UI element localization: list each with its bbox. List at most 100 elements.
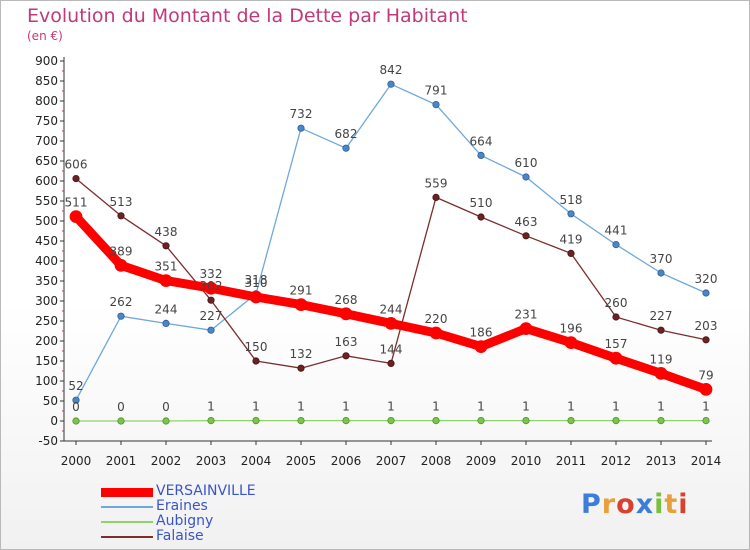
- data-label-falaise: 203: [695, 319, 718, 333]
- data-point-falaise: [252, 357, 260, 365]
- data-point-versainville: [294, 298, 308, 312]
- logo-letter: i: [678, 489, 689, 520]
- data-label-versainville: 79: [698, 368, 713, 382]
- y-tick-label: -50: [38, 434, 58, 448]
- data-point-eraines: [567, 210, 575, 218]
- logo-letter: r: [601, 489, 617, 520]
- data-label-versainville: 244: [380, 302, 403, 316]
- data-point-falaise: [522, 232, 530, 240]
- y-tick-label: 500: [35, 214, 58, 228]
- data-point-falaise: [657, 326, 665, 334]
- data-point-aubigny: [117, 417, 125, 425]
- data-point-falaise: [702, 336, 710, 344]
- data-label-aubigny: 1: [612, 400, 620, 414]
- y-tick-label: 100: [35, 374, 58, 388]
- data-point-aubigny: [657, 416, 665, 425]
- data-label-versainville: 389: [110, 244, 133, 258]
- legend-label-aubigny: Aubigny: [156, 513, 214, 529]
- data-point-versainville: [339, 307, 353, 321]
- data-label-aubigny: 1: [297, 400, 305, 414]
- y-tick-label: 700: [35, 134, 58, 148]
- x-tick-label: 2009: [466, 454, 497, 468]
- data-label-aubigny: 0: [72, 400, 80, 414]
- x-tick-label: 2005: [286, 454, 317, 468]
- data-point-falaise: [387, 359, 395, 367]
- data-label-falaise: 260: [605, 296, 628, 310]
- data-point-versainville: [114, 258, 128, 272]
- x-tick-label: 2011: [556, 454, 587, 468]
- data-point-versainville: [474, 340, 488, 354]
- data-label-falaise: 438: [155, 225, 178, 239]
- data-label-eraines: 791: [425, 84, 448, 98]
- data-point-aubigny: [207, 416, 215, 425]
- data-point-versainville: [69, 210, 83, 224]
- data-label-falaise: 510: [470, 196, 493, 210]
- logo-letter: t: [664, 489, 679, 520]
- data-label-aubigny: 1: [567, 400, 575, 414]
- y-tick-label: 0: [50, 414, 58, 428]
- data-label-eraines: 441: [605, 224, 628, 238]
- data-point-eraines: [522, 173, 530, 181]
- data-point-aubigny: [477, 416, 485, 425]
- data-label-eraines: 262: [110, 295, 133, 309]
- data-point-falaise: [612, 313, 620, 321]
- data-point-falaise: [342, 352, 350, 360]
- data-label-eraines: 842: [380, 63, 403, 77]
- data-label-falaise: 606: [65, 158, 88, 172]
- data-label-versainville: 220: [425, 312, 448, 326]
- data-point-versainville: [564, 336, 578, 350]
- data-label-falaise: 513: [110, 195, 133, 209]
- data-label-falaise: 227: [650, 309, 673, 323]
- data-label-eraines: 370: [650, 252, 673, 266]
- data-point-eraines: [432, 101, 440, 109]
- data-point-eraines: [702, 289, 710, 297]
- data-point-falaise: [477, 213, 485, 221]
- data-label-versainville: 157: [605, 337, 628, 351]
- data-point-versainville: [159, 274, 173, 288]
- data-point-eraines: [477, 151, 485, 159]
- logo-letter: x: [635, 489, 655, 520]
- data-label-falaise: 132: [290, 347, 313, 361]
- data-label-falaise: 144: [380, 342, 403, 356]
- y-tick-label: 250: [35, 314, 58, 328]
- data-label-falaise: 559: [425, 176, 448, 190]
- y-tick-label: 750: [35, 114, 58, 128]
- data-label-aubigny: 1: [702, 400, 710, 414]
- legend-label-falaise: Falaise: [156, 528, 204, 544]
- data-label-aubigny: 1: [522, 400, 530, 414]
- x-tick-label: 2000: [61, 454, 92, 468]
- data-label-versainville: 332: [200, 267, 223, 281]
- data-label-falaise: 150: [245, 340, 268, 354]
- data-point-aubigny: [72, 417, 80, 425]
- data-label-falaise: 419: [560, 232, 583, 246]
- data-label-falaise: 163: [335, 335, 358, 349]
- data-point-eraines: [612, 241, 620, 249]
- x-tick-label: 2006: [331, 454, 362, 468]
- data-point-falaise: [567, 249, 575, 257]
- data-point-eraines: [117, 312, 125, 320]
- data-point-versainville: [699, 382, 713, 396]
- data-point-eraines: [342, 144, 350, 152]
- x-tick-label: 2012: [601, 454, 632, 468]
- data-label-eraines: 52: [68, 379, 83, 393]
- y-tick-label: 200: [35, 334, 58, 348]
- data-label-versainville: 291: [290, 284, 313, 298]
- chart-title: Evolution du Montant de la Dette par Hab…: [27, 5, 468, 27]
- data-point-aubigny: [387, 416, 395, 425]
- logo-letter: P: [581, 489, 602, 520]
- data-point-aubigny: [432, 416, 440, 425]
- x-tick-label: 2004: [241, 454, 272, 468]
- y-tick-label: 450: [35, 234, 58, 248]
- data-point-versainville: [384, 316, 398, 330]
- data-label-aubigny: 1: [387, 400, 395, 414]
- data-point-falaise: [432, 193, 440, 201]
- data-point-versainville: [204, 281, 218, 295]
- data-point-aubigny: [252, 416, 260, 425]
- logo-letter: o: [616, 489, 636, 520]
- data-point-versainville: [654, 366, 668, 380]
- data-label-versainville: 196: [560, 322, 583, 336]
- data-point-aubigny: [522, 416, 530, 425]
- data-label-aubigny: 1: [477, 400, 485, 414]
